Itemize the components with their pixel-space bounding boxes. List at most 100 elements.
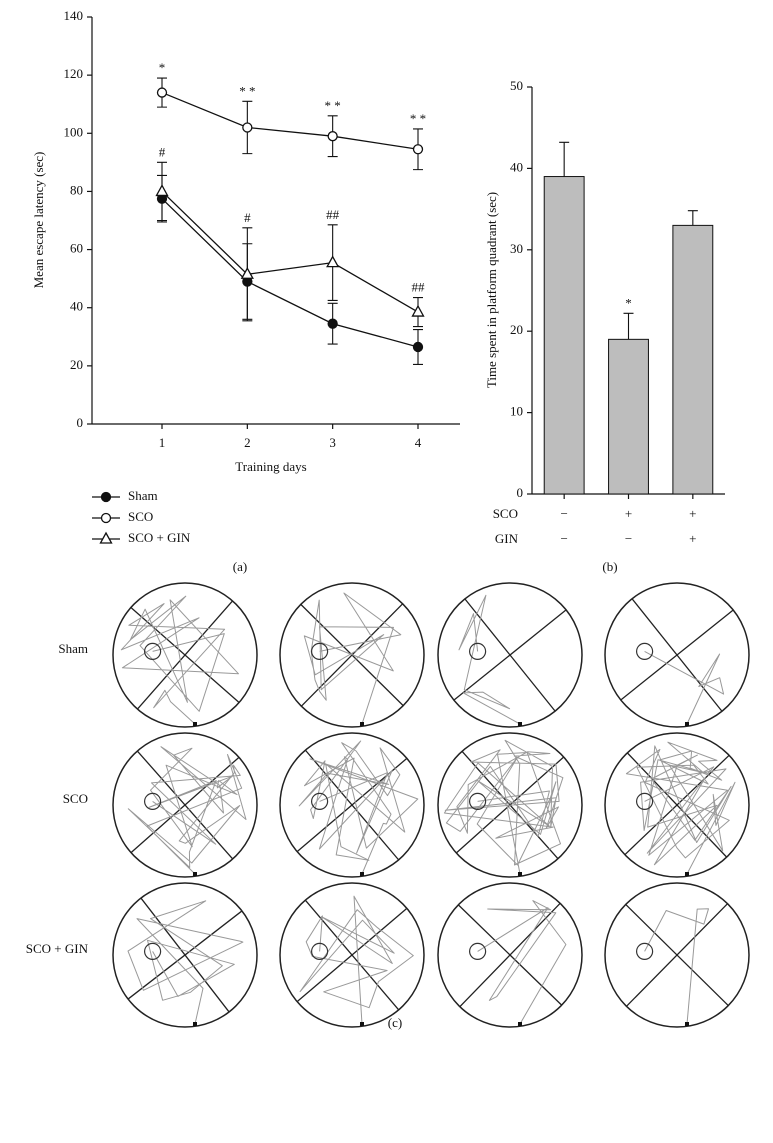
quadrant-line [626,752,728,858]
bar [543,176,585,495]
y-tick-label: 80 [70,182,83,197]
x-tick-label: 2 [244,435,251,450]
bar [608,338,649,495]
swim-path-image [604,582,750,728]
swim-path [127,900,244,1025]
swim-path-image [279,582,425,728]
swim-path-image [279,732,425,878]
start-point [518,722,522,726]
y-tick-label: 20 [510,322,523,337]
platform [635,642,654,661]
marker [326,255,340,268]
start-point [685,872,689,876]
marker [327,131,338,142]
swim-path [299,895,414,1025]
marker [156,87,168,98]
start-point [360,1022,364,1026]
marker [412,341,424,353]
y-tick-label: 140 [64,8,84,23]
significance-mark: * * [239,83,255,98]
quadrant-line [464,598,556,712]
bar [672,224,714,495]
quadrant-line [136,750,234,860]
swim-path [298,740,419,875]
y-tick-label: 60 [70,241,83,256]
condition-label: GIN [495,531,519,546]
swim-path-image [279,882,425,1028]
condition-value: − [625,531,632,546]
y-tick-label: 0 [517,485,524,500]
series-line [161,91,419,150]
swim-path [644,650,725,725]
condition-value: + [689,506,696,521]
swim-path [458,594,521,725]
significance-mark: * [625,295,632,310]
condition-value: + [625,506,632,521]
significance-mark: # [159,144,166,159]
start-point [193,1022,197,1026]
platform [469,942,487,961]
marker [240,266,254,279]
swim-path-image [112,582,258,728]
panel-label: (b) [602,559,617,574]
start-point [193,722,197,726]
condition-value: − [560,531,567,546]
y-tick-label: 0 [77,415,84,430]
significance-mark: ## [412,280,426,295]
marker [412,144,424,155]
significance-mark: * [159,60,166,75]
y-tick-label: 40 [510,159,523,174]
swim-path [120,595,239,725]
significance-mark: ## [326,207,340,222]
marker [242,122,253,133]
start-point [518,1022,522,1026]
condition-label: SCO [493,506,518,521]
swim-path [127,746,247,875]
y-tick-label: 20 [70,357,83,372]
swim-path-image [604,732,750,878]
swim-path-image [112,882,258,1028]
swim-path [644,908,709,1025]
y-tick-label: 10 [510,404,523,419]
significance-mark: # [244,210,251,225]
swim-path-image [437,882,583,1028]
marker [100,491,112,503]
swim-path [443,739,564,875]
error-bar [623,312,634,340]
start-point [360,872,364,876]
row-label: Sham [58,641,88,656]
y-tick-label: 40 [70,299,83,314]
start-point [685,722,689,726]
swim-path [303,592,402,725]
row-label: SCO + GIN [26,941,89,956]
platform [469,642,487,661]
quadrant-line [130,606,240,704]
y-axis-label: Mean escape latency (sec) [31,152,46,289]
platform [144,942,162,961]
quadrant-line [631,598,723,712]
quadrant-line [457,904,563,1006]
row-label: SCO [63,791,88,806]
significance-mark: * * [325,98,341,113]
platform [144,642,162,661]
y-axis-label: Time spent in platform quadrant (sec) [484,192,499,388]
condition-value: − [560,506,567,521]
start-point [193,872,197,876]
quadrant-line [304,749,400,861]
series-line [161,190,419,313]
y-tick-label: 120 [64,66,84,81]
legend-label: SCO + GIN [128,530,191,545]
panel-label: (c) [388,1015,402,1030]
y-tick-label: 50 [510,78,523,93]
error-bar [559,141,570,177]
platform [635,942,654,961]
marker [411,304,425,317]
platform [311,642,329,661]
panel-label: (a) [233,559,247,574]
marker [100,512,112,524]
condition-value: + [689,531,696,546]
marker [327,318,338,329]
swim-path [477,900,567,1025]
platform [635,792,654,811]
